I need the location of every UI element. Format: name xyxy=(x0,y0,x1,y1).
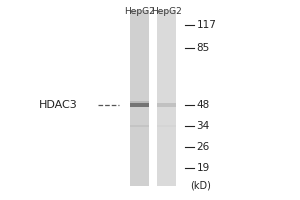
Bar xyxy=(130,101,149,103)
Text: (kD): (kD) xyxy=(190,180,212,190)
Text: HepG2: HepG2 xyxy=(151,7,182,16)
Bar xyxy=(130,103,149,107)
Text: HepG2: HepG2 xyxy=(124,7,155,16)
Bar xyxy=(157,10,176,186)
Text: 26: 26 xyxy=(196,142,210,152)
Bar xyxy=(130,10,149,186)
Bar xyxy=(157,125,176,127)
Text: 34: 34 xyxy=(196,121,210,131)
Text: HDAC3: HDAC3 xyxy=(39,100,78,110)
Text: 117: 117 xyxy=(196,20,216,30)
Text: 85: 85 xyxy=(196,43,210,53)
Text: 48: 48 xyxy=(196,100,210,110)
Text: 19: 19 xyxy=(196,163,210,173)
Bar xyxy=(157,103,176,107)
Bar xyxy=(130,125,149,127)
